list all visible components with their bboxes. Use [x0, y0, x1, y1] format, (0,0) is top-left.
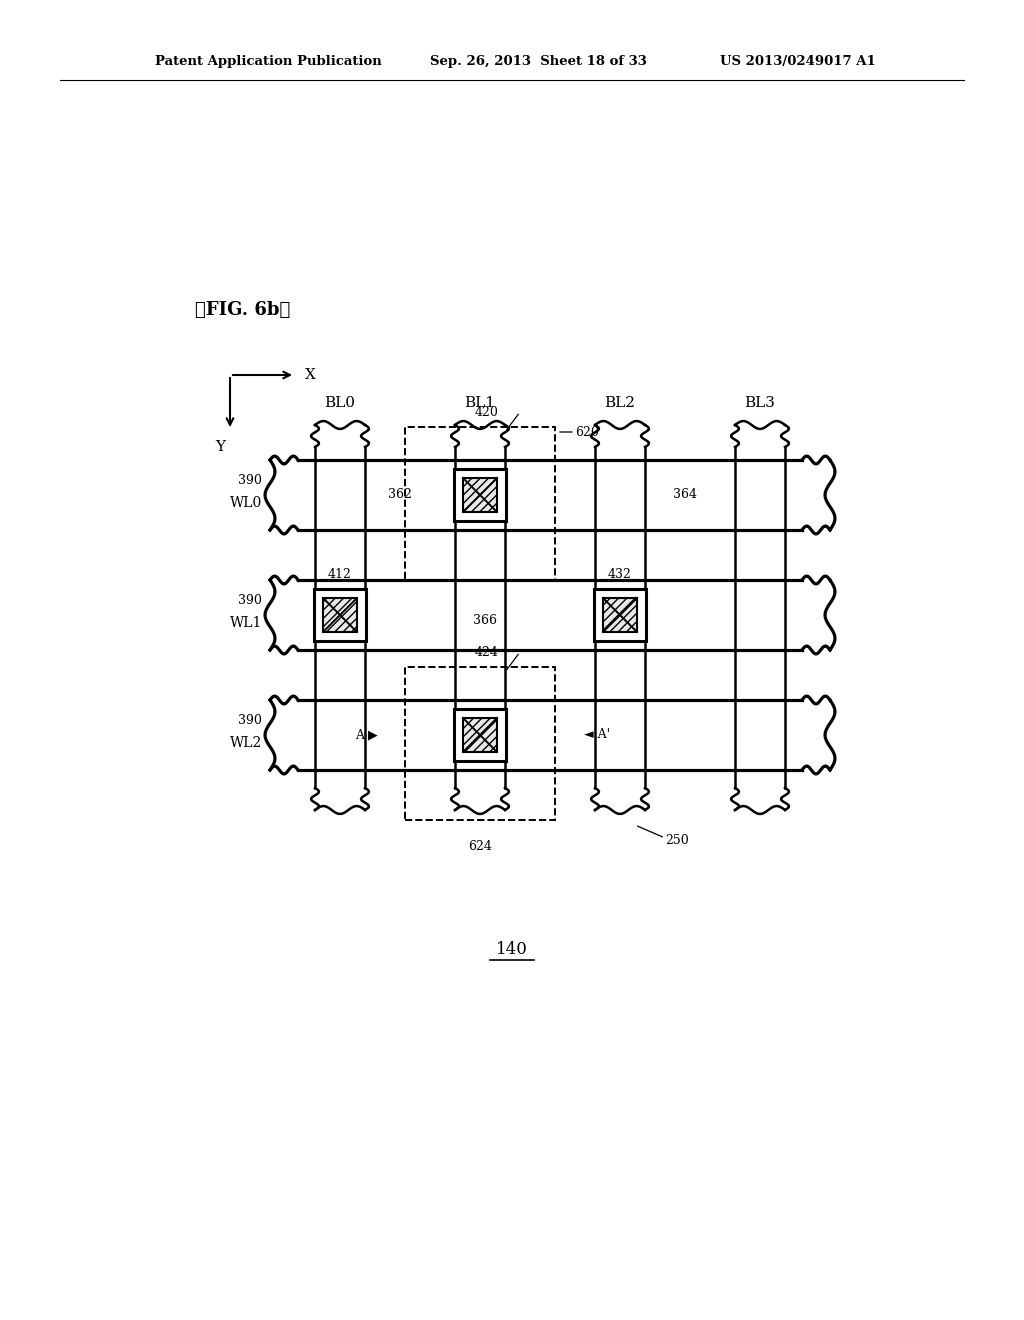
Text: ◄ A': ◄ A': [584, 729, 610, 742]
Text: Sep. 26, 2013  Sheet 18 of 33: Sep. 26, 2013 Sheet 18 of 33: [430, 55, 647, 69]
Bar: [454, 709, 506, 762]
Text: 250: 250: [665, 833, 689, 846]
Text: 【FIG. 6b】: 【FIG. 6b】: [195, 301, 290, 319]
Text: 362: 362: [388, 488, 412, 502]
Text: 624: 624: [468, 840, 492, 853]
Text: WL0: WL0: [229, 496, 262, 510]
Text: 432: 432: [608, 569, 632, 582]
Text: BL3: BL3: [744, 396, 775, 411]
Bar: [314, 589, 366, 642]
Text: WL2: WL2: [229, 737, 262, 750]
Text: WL1: WL1: [229, 616, 262, 630]
Bar: [463, 478, 497, 512]
Text: 424: 424: [475, 645, 499, 659]
Text: X: X: [305, 368, 315, 381]
Text: Y: Y: [215, 440, 225, 454]
Bar: [594, 589, 646, 642]
Bar: [463, 718, 497, 752]
Text: US 2013/0249017 A1: US 2013/0249017 A1: [720, 55, 876, 69]
Text: BL1: BL1: [465, 396, 496, 411]
Text: 390: 390: [239, 594, 262, 607]
Text: A ▶: A ▶: [355, 729, 378, 742]
Text: 620: 620: [575, 425, 599, 438]
Text: 140: 140: [496, 941, 528, 958]
Bar: [454, 469, 506, 521]
Text: Patent Application Publication: Patent Application Publication: [155, 55, 382, 69]
Bar: [603, 598, 637, 632]
Text: 390: 390: [239, 714, 262, 727]
Text: 366: 366: [473, 614, 497, 627]
Text: 420: 420: [475, 407, 499, 418]
Text: 390: 390: [239, 474, 262, 487]
Text: 412: 412: [328, 569, 352, 582]
Bar: [406, 426, 555, 579]
Bar: [324, 598, 357, 632]
Text: 364: 364: [673, 488, 697, 502]
Text: BL0: BL0: [325, 396, 355, 411]
Text: BL2: BL2: [604, 396, 636, 411]
Bar: [406, 667, 555, 820]
